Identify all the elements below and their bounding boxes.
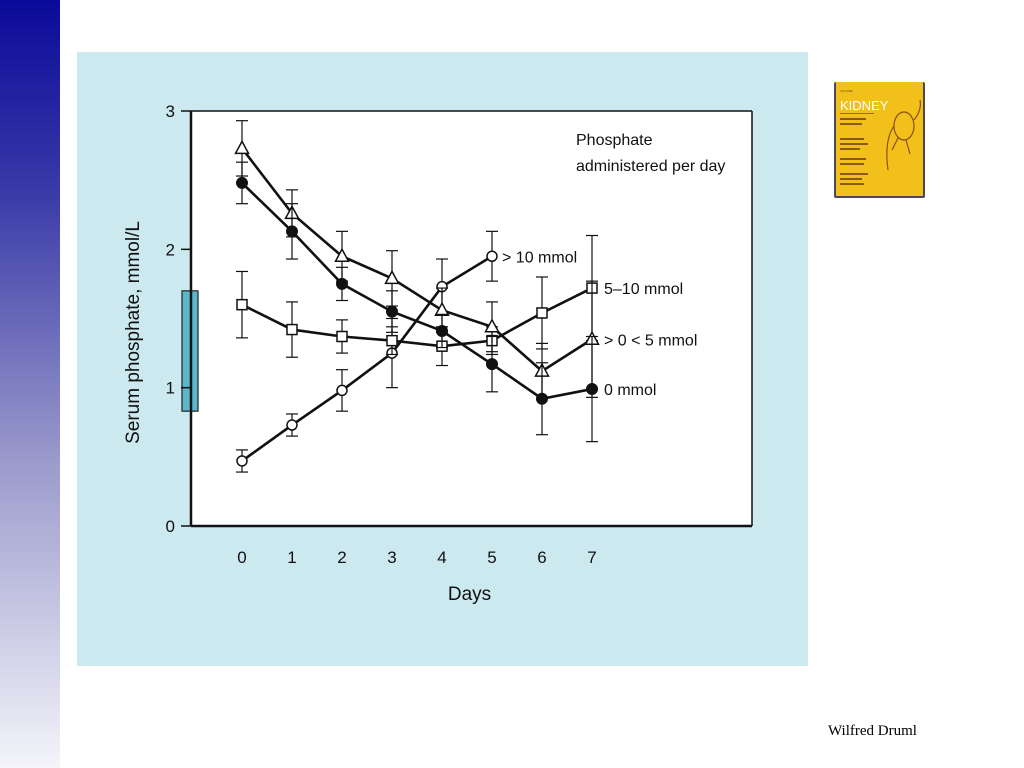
chart: 0 1 2 3 0 1 2 3 4 5 6 7 > 10 mmol 5–10 mmol > 0 < 5 m… <box>77 52 808 666</box>
data-point <box>386 334 398 347</box>
data-point <box>384 269 400 285</box>
data-point <box>486 250 498 262</box>
svg-text:VOLUME: VOLUME <box>840 89 853 93</box>
y-tick-label: 0 <box>166 517 175 536</box>
author-credit: Wilfred Druml <box>828 723 917 739</box>
series-label: > 0 < 5 mmol <box>604 332 697 349</box>
y-tick-label: 1 <box>166 379 175 398</box>
figure-panel: 0 1 2 3 0 1 2 3 4 5 6 7 > 10 mmol 5–10 mmol > 0 < 5 m… <box>77 52 808 666</box>
data-point <box>336 384 348 397</box>
series-label: 0 mmol <box>604 382 656 399</box>
sidebar-gradient <box>0 0 60 768</box>
data-point <box>334 247 350 262</box>
x-tick-label: 3 <box>387 548 396 567</box>
data-point <box>586 383 598 396</box>
legend-title-line-2: administered per day <box>576 158 725 175</box>
series-label: > 10 mmol <box>502 249 577 266</box>
series-layer: > 10 mmol 5–10 mmol > 0 < 5 mmol 0 mmol <box>234 120 697 473</box>
series-line <box>241 181 593 401</box>
x-tick-label: 0 <box>237 548 246 567</box>
x-tick-label: 5 <box>487 548 496 567</box>
series-line <box>241 286 593 348</box>
book-title: KIDNEY <box>840 98 889 113</box>
kidney-book-icon: VOLUME KIDNEY <box>834 82 925 198</box>
data-point <box>286 225 298 238</box>
data-point <box>286 323 298 336</box>
data-point <box>386 305 398 318</box>
data-point <box>234 139 250 155</box>
series-0: > 10 mmol <box>236 230 577 473</box>
x-tick-label: 4 <box>437 548 446 567</box>
x-axis-label: Days <box>448 584 491 605</box>
x-tick-label: 7 <box>587 548 596 567</box>
data-point <box>436 324 448 337</box>
data-point <box>336 330 348 343</box>
series-line <box>240 147 593 373</box>
axes: 0 1 2 3 0 1 2 3 4 5 6 7 <box>166 102 753 567</box>
data-point <box>236 298 248 311</box>
series-line <box>241 255 493 463</box>
data-point <box>286 419 298 431</box>
series-3: 0 mmol <box>236 161 656 443</box>
y-tick-label: 3 <box>166 102 175 121</box>
kidney-illustration <box>886 99 921 171</box>
legend-title-line-1: Phosphate <box>576 132 653 149</box>
x-tick-label: 2 <box>337 548 346 567</box>
labels-layer: Serum phosphate, mmol/L Days Phosphate a… <box>123 132 725 605</box>
plot-area <box>191 111 752 526</box>
data-point <box>336 277 348 290</box>
x-tick-label: 1 <box>287 548 296 567</box>
y-tick-label: 2 <box>166 240 175 259</box>
data-point <box>536 307 548 319</box>
data-point <box>536 392 548 405</box>
data-point <box>236 455 248 467</box>
data-point <box>486 358 498 371</box>
x-tick-label: 6 <box>537 548 546 567</box>
data-point <box>236 176 248 189</box>
data-point <box>484 318 500 333</box>
y-axis-label: Serum phosphate, mmol/L <box>123 221 144 444</box>
series-label: 5–10 mmol <box>604 281 683 298</box>
book-cover: VOLUME KIDNEY <box>832 80 927 200</box>
